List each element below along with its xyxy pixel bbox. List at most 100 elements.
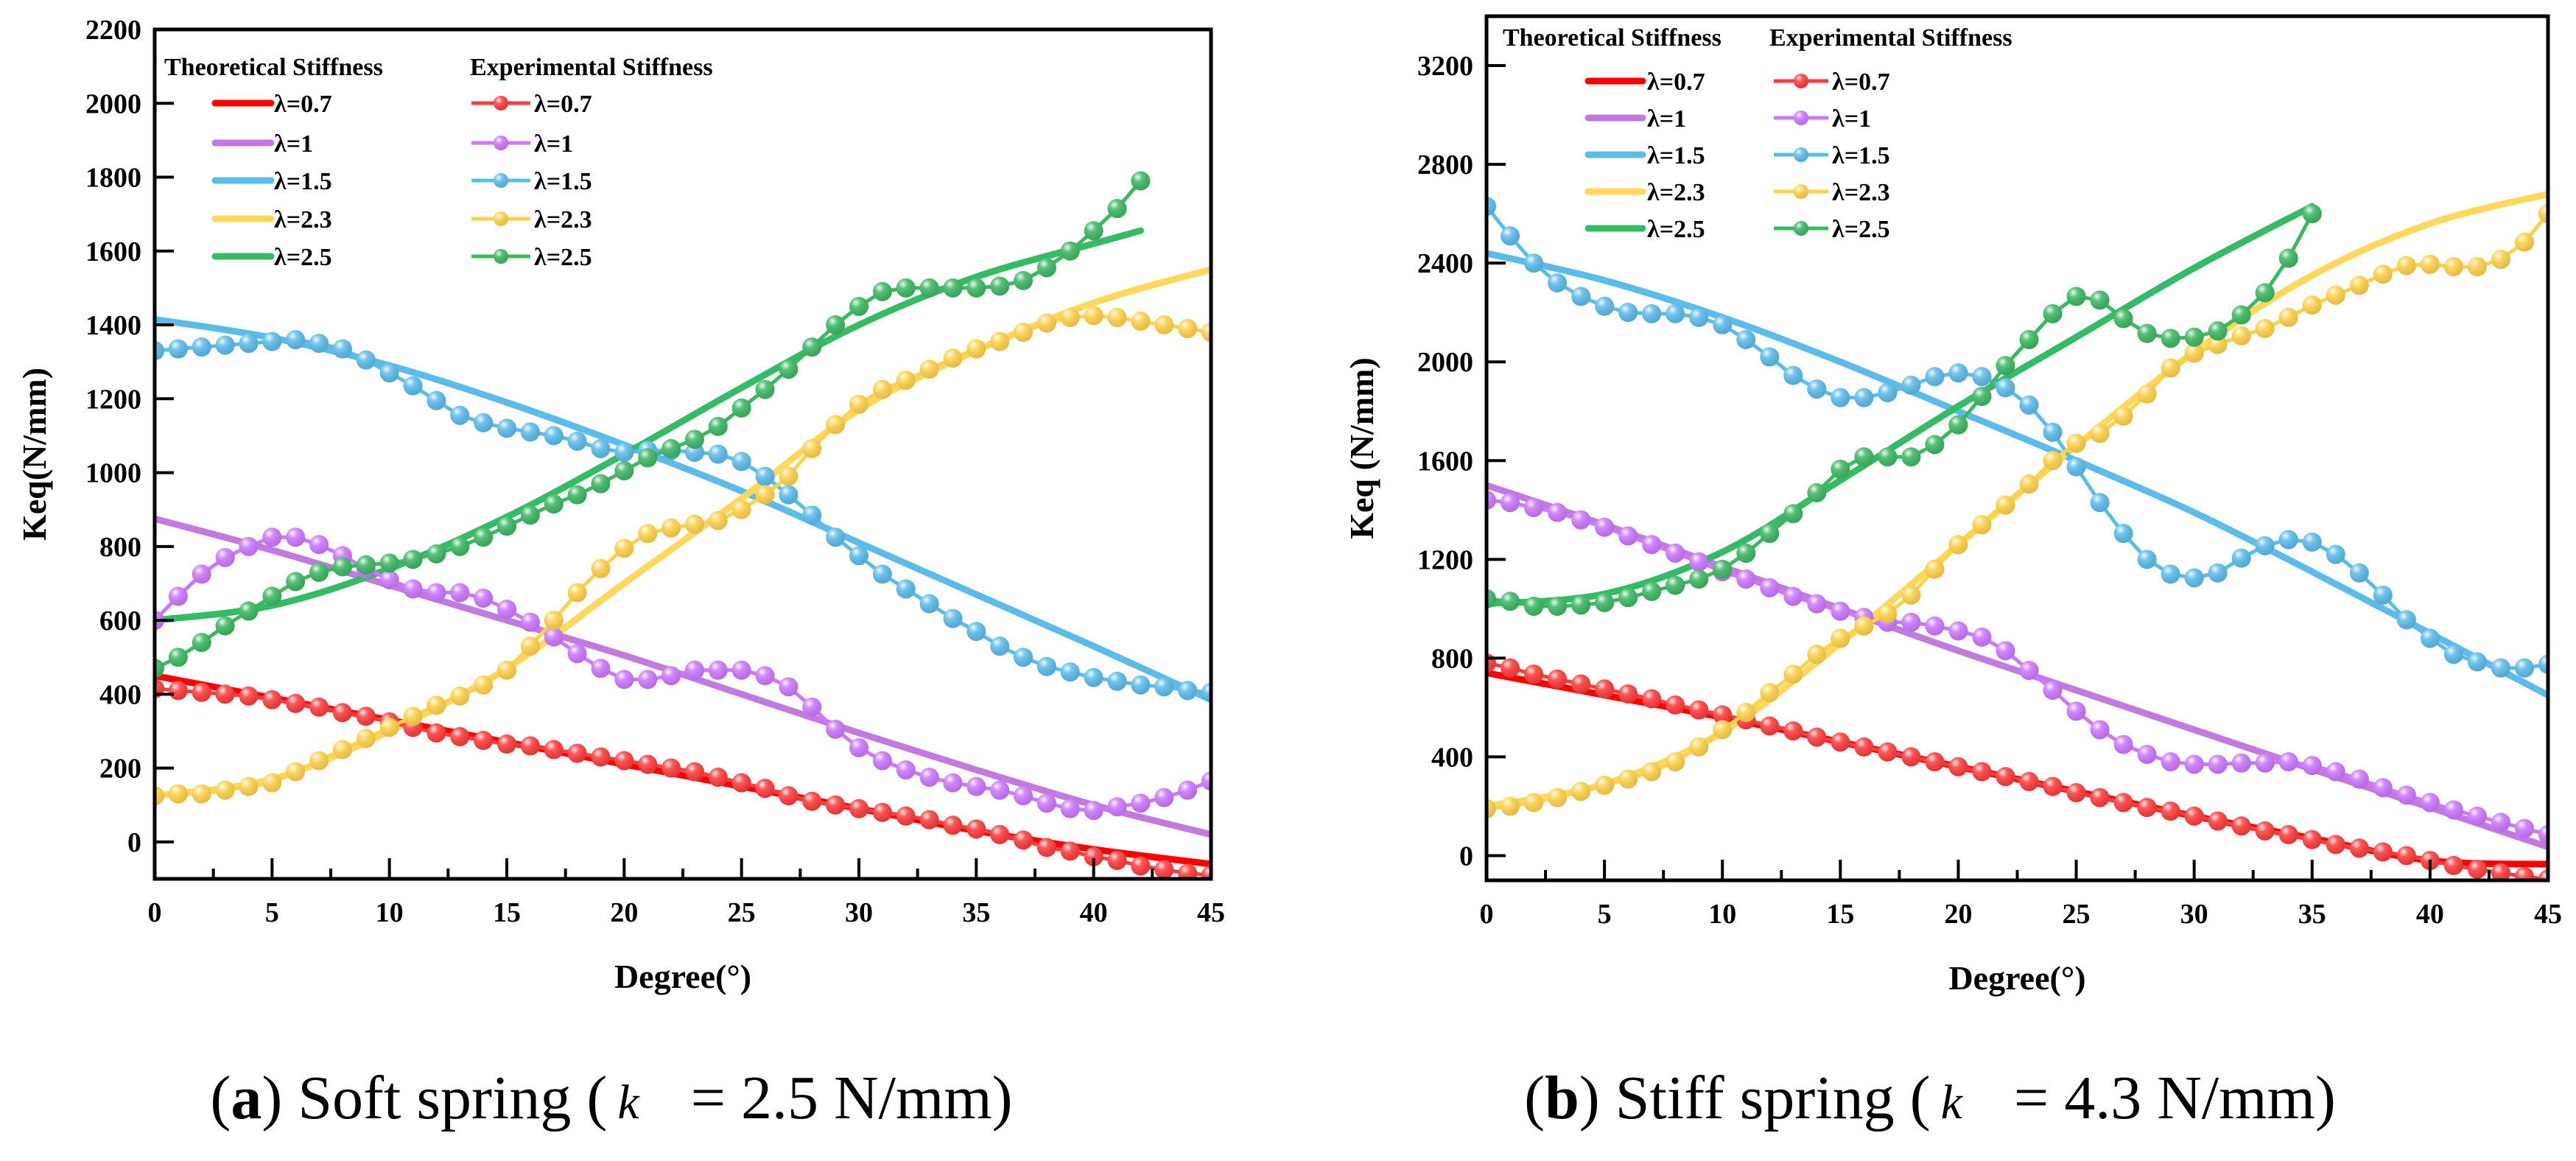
experimental-point — [1642, 304, 1662, 323]
experimental-point — [567, 485, 587, 505]
experimental-point — [1996, 641, 2015, 661]
experimental-point — [450, 726, 470, 746]
experimental-point — [2491, 250, 2510, 270]
experimental-point — [1948, 535, 1968, 555]
experimental-point — [1736, 569, 1756, 589]
experimental-point — [1548, 273, 1568, 292]
legend-label: λ=1.5 — [274, 168, 332, 195]
theory-line-2 — [155, 316, 1211, 704]
experimental-point — [1972, 515, 1992, 535]
experimental-point — [2396, 785, 2416, 805]
x-tick-label: 30 — [845, 897, 873, 928]
y-tick-label: 1800 — [85, 163, 141, 194]
experimental-point — [1548, 788, 1568, 807]
experimental-point — [2302, 756, 2322, 776]
experimental-point — [1807, 645, 1827, 664]
experimental-point — [1595, 592, 1615, 612]
experimental-point — [2043, 776, 2063, 796]
x-tick-label: 35 — [962, 897, 990, 928]
experimental-point — [1736, 543, 1756, 563]
experimental-point — [356, 729, 376, 748]
caption-text: Soft spring ( — [298, 1064, 607, 1132]
experimental-point — [661, 518, 681, 538]
experimental-point — [1783, 721, 1803, 741]
experimental-point — [2208, 334, 2228, 354]
x-tick-label: 40 — [1080, 897, 1108, 928]
experimental-point — [1571, 782, 1591, 802]
experimental-point — [1948, 363, 1968, 383]
legend-label: λ=1.5 — [1647, 142, 1705, 169]
experimental-point — [1689, 569, 1709, 589]
experimental-point — [1689, 737, 1709, 757]
experimental-point — [1501, 592, 1520, 611]
plot-area — [155, 171, 1211, 879]
experimental-point — [215, 780, 235, 800]
experimental-point — [262, 527, 282, 547]
legend-label: λ=2.3 — [534, 206, 592, 234]
legend-item-theory: λ=2.5 — [211, 244, 332, 271]
legend-label: λ=1.5 — [1832, 142, 1890, 169]
experimental-point — [1084, 306, 1103, 326]
legend-item-experimental: λ=1.5 — [1774, 142, 1890, 169]
legend: Theoretical Stiffness Experimental Stiffn… — [164, 54, 713, 271]
experimental-point — [427, 583, 446, 603]
experimental-point — [309, 562, 329, 582]
experimental-point — [990, 276, 1010, 296]
x-axis-label: Degree(°) — [614, 958, 751, 995]
experimental-point — [1760, 578, 1780, 597]
experimental-point — [309, 697, 329, 717]
x-tick-label: 0 — [1480, 899, 1494, 930]
experimental-point — [2090, 720, 2110, 740]
experimental-point — [1713, 559, 1733, 579]
experimental-point — [1689, 307, 1709, 327]
y-tick-label: 200 — [99, 754, 141, 785]
experimental-point — [872, 751, 892, 771]
experimental-point — [943, 348, 963, 368]
experimental-point — [567, 644, 587, 664]
experimental-point — [1831, 387, 1850, 407]
experimental-point — [708, 511, 728, 530]
experimental-point — [2349, 563, 2369, 583]
experimental-point — [379, 569, 399, 589]
legend-item-experimental: λ=0.7 — [471, 91, 592, 118]
x-tick-label: 45 — [1197, 897, 1225, 928]
experimental-point — [1807, 379, 1827, 399]
experimental-point — [239, 601, 259, 621]
experimental-point — [614, 670, 634, 690]
x-tick-label: 30 — [2180, 899, 2208, 930]
experimental-point — [1878, 383, 1898, 403]
experimental-point — [403, 706, 423, 726]
experimental-point — [614, 539, 634, 558]
experimental-point — [192, 784, 211, 804]
legend-label: λ=0.7 — [534, 91, 592, 118]
experimental-point — [966, 339, 986, 359]
legend-item-theory: λ=2.3 — [1584, 179, 1705, 206]
experimental-point — [2373, 585, 2393, 605]
experimental-point — [1972, 627, 1992, 647]
y-tick-label: 400 — [99, 679, 141, 710]
experimental-point — [2278, 248, 2298, 268]
experimental-point — [1060, 662, 1080, 682]
experimental-point — [1713, 315, 1733, 334]
experimental-point — [2184, 327, 2204, 347]
experimental-point — [1783, 365, 1803, 385]
experimental-line-3 — [1487, 212, 2548, 811]
experimental-point — [2231, 326, 2251, 346]
experimental-point — [2184, 806, 2204, 826]
x-tick-label: 25 — [2063, 899, 2091, 930]
experimental-point — [1060, 241, 1080, 261]
legend-item-experimental: λ=2.3 — [1774, 179, 1890, 206]
experimental-point — [2538, 654, 2548, 674]
experimental-point — [708, 444, 728, 464]
experimental-point — [544, 611, 564, 631]
experimental-point — [1618, 303, 1638, 323]
legend-label: λ=1 — [1832, 105, 1871, 133]
experimental-point — [1014, 830, 1033, 850]
caption-value: = 4.3 N/mm) — [2014, 1064, 2336, 1132]
experimental-point — [1060, 841, 1080, 861]
experimental-point — [1807, 727, 1827, 747]
experimental-point — [684, 762, 704, 782]
experimental-point — [215, 684, 235, 704]
experimental-point — [591, 747, 611, 767]
